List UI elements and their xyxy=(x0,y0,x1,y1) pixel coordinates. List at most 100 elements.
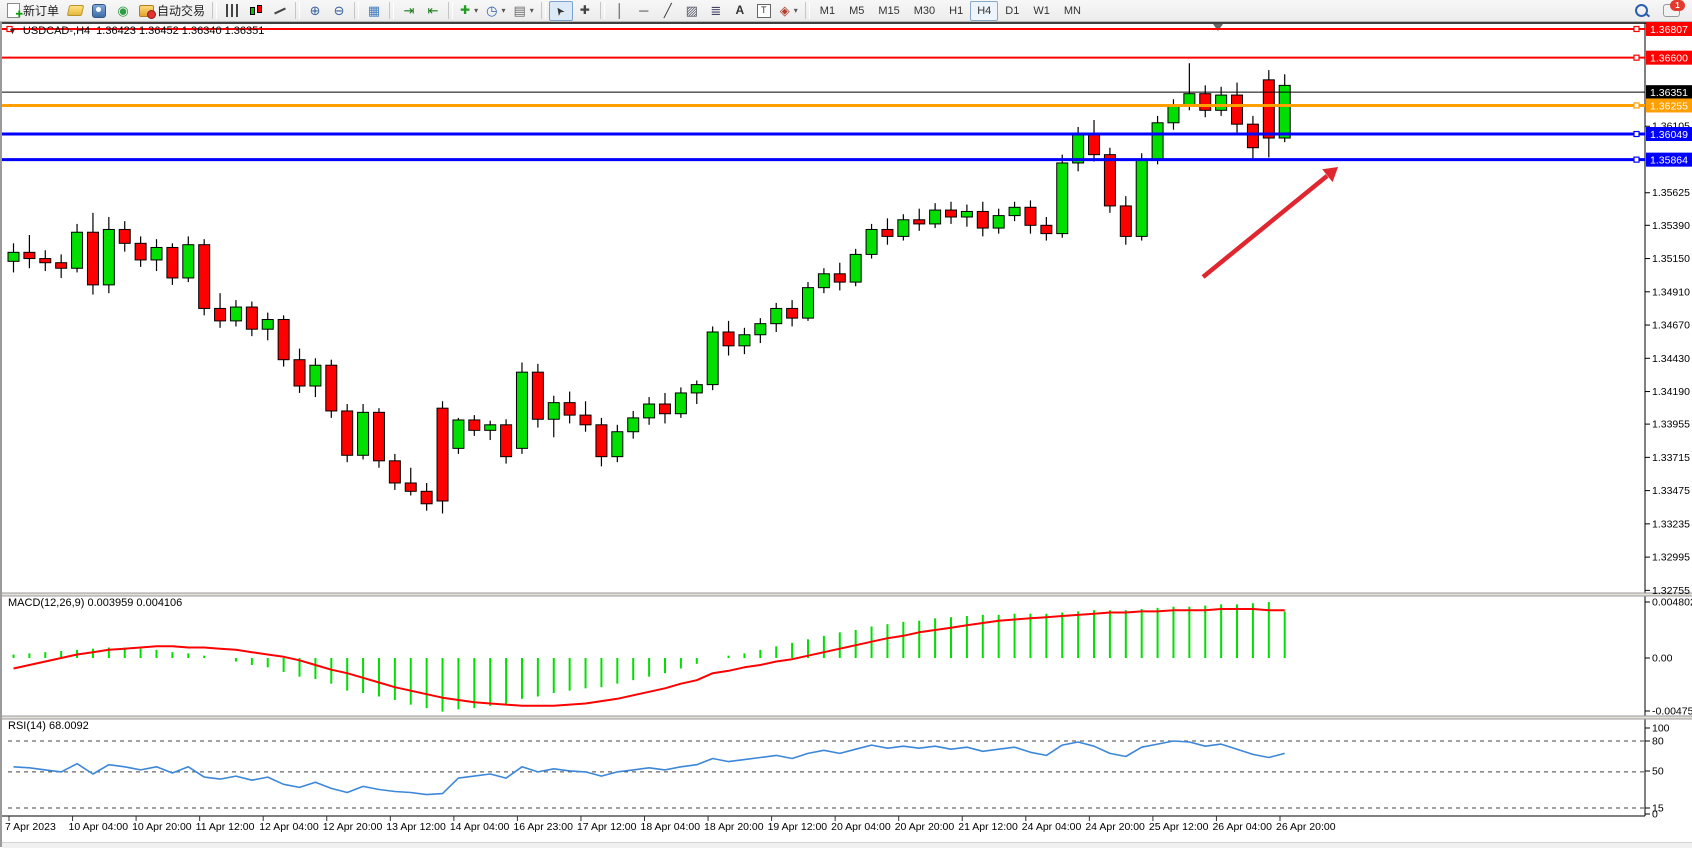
chat-badge: 1 xyxy=(1670,0,1685,11)
svg-text:1.33475: 1.33475 xyxy=(1652,485,1690,497)
chart-shift-button[interactable]: ⇤ xyxy=(421,1,445,21)
svg-text:1.36255: 1.36255 xyxy=(1650,100,1688,112)
chart-shift-icon: ⇤ xyxy=(427,3,439,18)
line-handle[interactable] xyxy=(1633,102,1640,109)
svg-text:1.32755: 1.32755 xyxy=(1652,585,1690,597)
timeframe-mn-button[interactable]: MN xyxy=(1063,4,1081,17)
price-label-1.36807: 1.36807 xyxy=(1646,22,1692,36)
timeframe-m30-button[interactable]: M30 xyxy=(913,4,936,17)
templates-button[interactable]: ▤ ▾ xyxy=(509,1,537,21)
rsi-line xyxy=(13,740,1285,796)
toolbar-separator xyxy=(540,2,546,19)
pane-borders xyxy=(2,22,1692,817)
svg-text:18 Apr 04:00: 18 Apr 04:00 xyxy=(641,821,701,833)
macd-signal-line xyxy=(13,608,1285,707)
price-axis[interactable]: 1.361051.356251.353901.351501.349101.346… xyxy=(1645,121,1692,821)
trendline-button[interactable]: ╱ xyxy=(656,1,680,21)
svg-text:1.35864: 1.35864 xyxy=(1650,154,1688,166)
text-label-button[interactable]: T xyxy=(752,1,776,21)
toolbar-separator xyxy=(804,2,810,19)
toolbar-separator xyxy=(354,2,360,19)
templates-dropdown-icon[interactable]: ▾ xyxy=(529,6,534,15)
horizontal-line-1.36255[interactable] xyxy=(2,102,1645,109)
paint-bucket-button[interactable] xyxy=(63,1,87,21)
vertical-line-button[interactable]: │ xyxy=(608,1,632,21)
timeframe-h1-button[interactable]: H1 xyxy=(949,4,964,17)
candlestick-series xyxy=(7,63,1291,514)
auto-scroll-button[interactable]: ⇥ xyxy=(397,1,421,21)
horizontal-line-1.36807[interactable] xyxy=(2,25,1645,33)
price-label-1.36351: 1.36351 xyxy=(1646,85,1692,100)
chat-button[interactable]: 1 xyxy=(1659,0,1685,21)
toolbar-right-icons: 1 xyxy=(1629,0,1692,21)
signal-icon: ◉ xyxy=(117,3,129,18)
periods-button[interactable]: ◷ ▾ xyxy=(482,1,509,21)
timeframe-m15-button[interactable]: M15 xyxy=(878,4,900,17)
horizontal-line-button[interactable]: ─ xyxy=(632,1,656,21)
svg-text:80: 80 xyxy=(1652,736,1664,748)
svg-text:50: 50 xyxy=(1652,766,1664,778)
chart-canvas[interactable]: 1.361051.356251.353901.351501.349101.346… xyxy=(2,22,1692,847)
auto-trading-icon xyxy=(139,4,157,19)
svg-text:20 Apr 20:00: 20 Apr 20:00 xyxy=(895,821,955,833)
svg-text:1.36351: 1.36351 xyxy=(1650,87,1688,99)
trend-arrow-annotation[interactable] xyxy=(1201,167,1338,279)
price-label-1.36049: 1.36049 xyxy=(1646,127,1692,142)
svg-text:1.34910: 1.34910 xyxy=(1652,286,1690,298)
svg-text:100: 100 xyxy=(1652,723,1670,735)
line-chart-button[interactable] xyxy=(268,1,292,21)
svg-text:21 Apr 12:00: 21 Apr 12:00 xyxy=(958,821,1018,833)
toolbar-separator xyxy=(599,2,605,19)
svg-text:1.35390: 1.35390 xyxy=(1652,220,1690,232)
chart-shift-marker-icon[interactable] xyxy=(1213,24,1223,31)
timeframe-h4-button[interactable]: H4 xyxy=(970,0,999,21)
svg-text:7 Apr 2023: 7 Apr 2023 xyxy=(5,821,56,833)
svg-text:25 Apr 12:00: 25 Apr 12:00 xyxy=(1149,821,1209,833)
crosshair-button[interactable]: ✚ xyxy=(573,1,597,21)
svg-text:16 Apr 23:00: 16 Apr 23:00 xyxy=(513,821,573,833)
indicators-dropdown-icon[interactable]: ▾ xyxy=(474,6,479,15)
svg-text:1.35150: 1.35150 xyxy=(1652,253,1690,265)
tile-windows-button[interactable]: ▦ xyxy=(362,1,386,21)
auto-trading-button[interactable]: 自动交易 xyxy=(135,1,209,21)
svg-text:-0.004758: -0.004758 xyxy=(1652,706,1692,718)
svg-text:0.00: 0.00 xyxy=(1652,653,1673,665)
svg-text:1.35625: 1.35625 xyxy=(1652,187,1690,199)
horizontal-line-1.36049[interactable] xyxy=(2,130,1645,138)
cursor-button[interactable]: ➤ xyxy=(548,0,573,21)
periods-dropdown-icon[interactable]: ▾ xyxy=(501,6,506,15)
time-axis[interactable]: 7 Apr 2023 10 Apr 04:00 10 Apr 20:00 11 Apr… xyxy=(5,816,1336,833)
bar-chart-button[interactable] xyxy=(220,1,244,21)
horizontal-line-1.35864[interactable] xyxy=(2,156,1645,163)
equidistant-channel-button[interactable]: ▨ xyxy=(680,1,704,21)
signal-button[interactable]: ◉ xyxy=(111,1,135,21)
equidistant-channel-icon: ▨ xyxy=(685,3,698,18)
svg-text:1.34430: 1.34430 xyxy=(1652,353,1690,365)
line-handle[interactable] xyxy=(1633,156,1640,163)
arrows-button[interactable]: ◈ ▾ xyxy=(776,1,802,21)
text-icon: A xyxy=(735,3,745,17)
search-button[interactable] xyxy=(1629,1,1653,21)
timeframe-w1-button[interactable]: W1 xyxy=(1033,4,1050,17)
toolbar-separator xyxy=(389,2,395,19)
zoom-out-button[interactable]: ⊖ xyxy=(327,1,351,21)
line-handle[interactable] xyxy=(1633,54,1640,61)
timeframe-d1-button[interactable]: D1 xyxy=(1005,4,1020,17)
indicators-button[interactable]: ✚ ▾ xyxy=(456,1,482,21)
fibonacci-button[interactable]: ≣ xyxy=(704,1,728,21)
line-handle[interactable] xyxy=(1633,130,1640,138)
arrows-dropdown-icon[interactable]: ▾ xyxy=(793,6,798,15)
timeframe-m5-button[interactable]: M5 xyxy=(849,4,865,17)
line-handle[interactable] xyxy=(1633,25,1640,33)
line-handle[interactable] xyxy=(6,25,13,33)
main-toolbar: ✚ 新订单 ◉ 自动交易 ⊕ ⊖ ▦ ⇥ ⇤ ✚ ▾ ◷ ▾ ▤ ▾ ➤ ✚ │ ─ ╱ ▨ ≣ A T ◈ ▾ M1 M5 M15 M3… xyxy=(0,0,1692,22)
zoom-in-button[interactable]: ⊕ xyxy=(303,1,327,21)
horizontal-line-1.36600[interactable] xyxy=(2,54,1645,61)
user-profile-button[interactable] xyxy=(87,1,111,21)
svg-text:19 Apr 12:00: 19 Apr 12:00 xyxy=(768,821,828,833)
new-order-button[interactable]: ✚ 新订单 xyxy=(3,1,63,21)
candlestick-chart-button[interactable] xyxy=(244,1,268,21)
text-button[interactable]: A xyxy=(728,1,752,21)
timeframe-m1-button[interactable]: M1 xyxy=(819,4,836,17)
